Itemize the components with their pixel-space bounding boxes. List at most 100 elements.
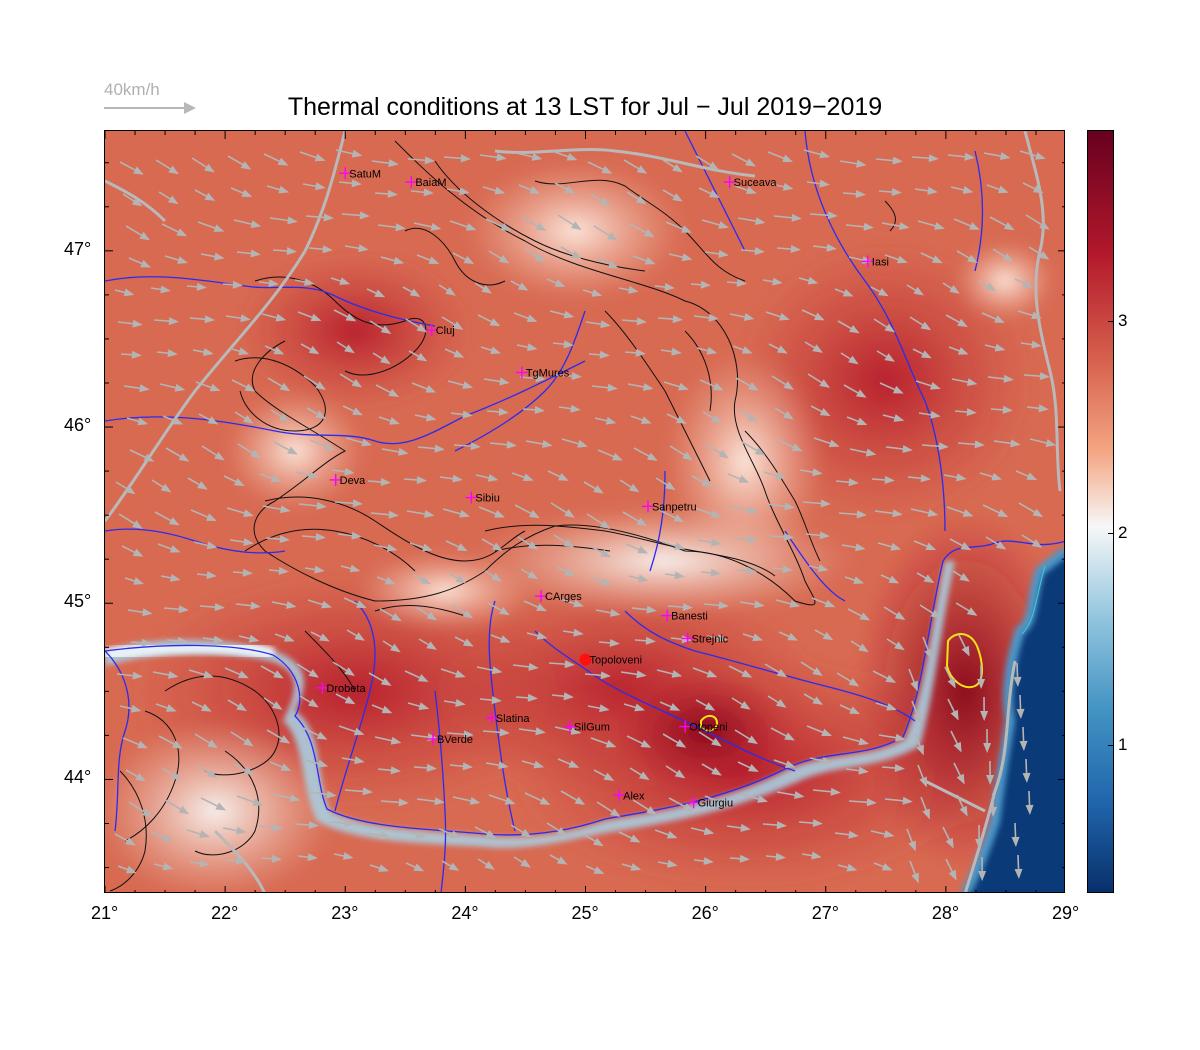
city-label: BaiaM <box>415 177 446 189</box>
wind-arrow-head <box>434 444 445 453</box>
wind-arrow-head <box>610 808 621 818</box>
wind-arrow-head <box>315 410 327 419</box>
wind-arrow-head <box>746 413 758 422</box>
wind-arrow-head <box>894 611 906 621</box>
wind-arrow-head <box>916 744 924 756</box>
wind-arrow-head <box>794 791 805 800</box>
wind-arrow-head <box>783 532 794 541</box>
wind-arrow-head <box>344 667 355 676</box>
wind-arrow-head <box>278 185 290 194</box>
colorbar-tick-mark <box>1108 320 1114 322</box>
wind-arrow-head <box>135 773 146 782</box>
wind-arrow-head <box>638 771 650 781</box>
wind-arrow-head <box>747 506 759 514</box>
wind-arrow-head <box>235 856 246 865</box>
wind-arrow-head <box>782 182 794 191</box>
wind-arrow-head <box>783 410 794 420</box>
wind-arrow-head <box>174 383 186 392</box>
wind-arrow-head <box>949 285 960 294</box>
wind-arrow-head <box>450 830 462 838</box>
wind-arrow-head <box>206 769 218 779</box>
wind-arrow-head <box>527 541 539 550</box>
wind-arrow-head <box>124 485 136 495</box>
wind-arrow-head <box>858 737 870 746</box>
wind-arrow-head <box>319 633 330 642</box>
city-giurgiu: Giurgiu <box>687 796 733 809</box>
wind-arrow-head <box>498 407 509 416</box>
wind-arrow-head <box>326 790 337 799</box>
wind-arrow-head <box>345 313 357 322</box>
map-tick-marks <box>105 131 1064 892</box>
wind-arrow-head <box>268 279 279 288</box>
wind-arrow-head <box>925 542 937 551</box>
city-alex: Alex <box>613 789 645 802</box>
wind-arrow-head <box>250 220 262 229</box>
wind-arrow-head <box>1038 250 1050 260</box>
wind-arrow-head <box>527 693 538 702</box>
wind-arrow-head <box>344 467 355 476</box>
wind-arrow-head <box>681 253 693 262</box>
wind-arrow-head <box>137 740 148 749</box>
wind-arrow-head <box>991 472 1003 481</box>
colorbar-tick-mark <box>1108 532 1114 534</box>
wind-arrow-head <box>752 633 764 642</box>
wind-arrow-head <box>779 312 790 321</box>
wind-arrow-head <box>962 186 974 194</box>
wind-arrow-head <box>986 774 995 785</box>
wind-arrow-head <box>522 473 534 482</box>
wind-arrow-head <box>426 641 437 650</box>
wind-arrow-head <box>709 189 720 198</box>
wind-arrow-head <box>178 805 190 815</box>
wind-arrow-head <box>168 317 179 326</box>
wind-arrow-head <box>131 350 142 359</box>
wind-arrow-head <box>527 570 539 580</box>
wind-arrow-head <box>959 572 970 582</box>
city-carges: CArges <box>535 590 582 603</box>
wind-arrow-head <box>858 643 869 653</box>
wind-arrow-head <box>967 254 978 264</box>
wind-arrow-head <box>275 313 287 322</box>
wind-arrow-head <box>409 288 421 297</box>
wind-arrow-head <box>636 670 647 679</box>
wind-arrow-head <box>535 374 546 383</box>
wind-arrow-head <box>821 728 833 737</box>
wind-arrow-head <box>279 382 291 392</box>
wind-arrow-head <box>591 289 603 297</box>
highlight-marker <box>579 653 592 666</box>
wind-arrow-head <box>681 225 692 233</box>
wind-arrow-head <box>142 808 153 818</box>
wind-arrow-head <box>1010 439 1021 448</box>
wind-arrow-head <box>849 706 861 715</box>
wind-arrow-head <box>682 803 694 812</box>
city-sibiu: Sibiu <box>465 491 500 505</box>
wind-arrow-head <box>675 739 687 748</box>
city-markers: SatuM BaiaM Suceava Iasi Cluj TgMures Deva Sibi… <box>316 167 889 809</box>
wind-arrow-head <box>848 830 859 839</box>
wind-arrow-head <box>1011 836 1020 847</box>
wind-arrow-head <box>675 415 687 424</box>
wind-arrow-head <box>1031 311 1042 320</box>
city-label: Deva <box>340 475 367 487</box>
wind-arrow-head <box>1025 804 1034 815</box>
city-label: Iasi <box>872 256 889 268</box>
wind-arrow-head <box>500 223 512 231</box>
city-strejnic: Strejnic <box>681 632 729 645</box>
wind-arrow-head <box>1035 152 1046 160</box>
wind-arrow-head <box>748 763 759 772</box>
wind-arrow-head <box>380 831 391 840</box>
wind-arrow-head <box>280 763 292 771</box>
wind-arrow-head <box>209 383 221 392</box>
y-tick-label: 44° <box>64 767 92 788</box>
wind-arrow-head <box>746 566 757 575</box>
wind-arrow-head <box>826 243 837 252</box>
city-label: Topoloveni <box>590 655 643 667</box>
wind-arrow-head <box>642 383 654 391</box>
wind-arrow-head <box>600 671 611 680</box>
city-banesti: Banesti <box>661 609 708 623</box>
wind-arrow-head <box>920 321 932 331</box>
wind-arrow-head <box>160 483 172 493</box>
y-tick-label: 46° <box>64 415 92 436</box>
wind-arrow-head <box>969 222 980 230</box>
wind-arrow-head <box>384 576 396 585</box>
wind-arrow-head <box>1031 340 1042 349</box>
